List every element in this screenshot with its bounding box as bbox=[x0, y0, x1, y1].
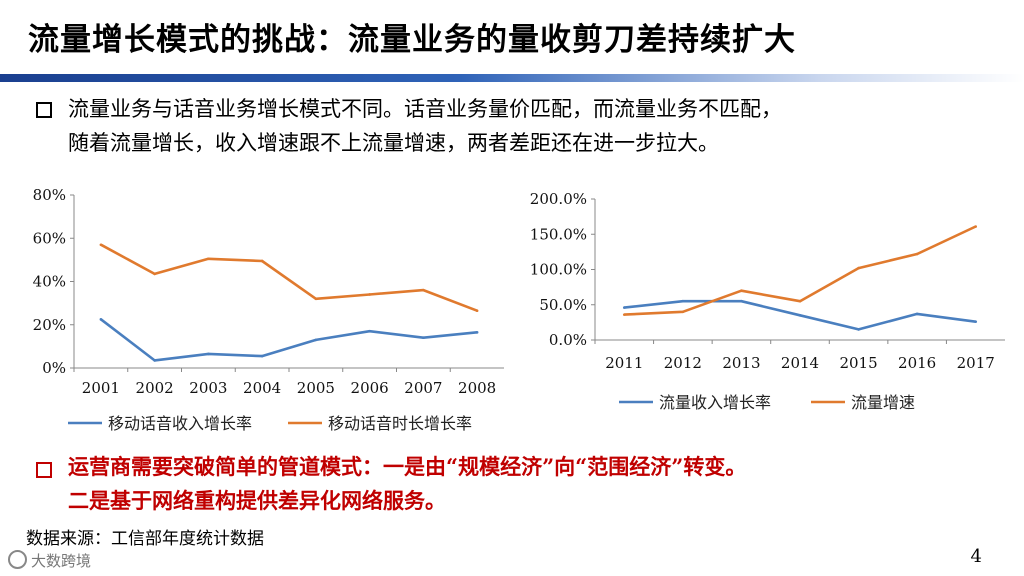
logo-icon bbox=[8, 550, 27, 569]
y-tick-label: 40% bbox=[33, 273, 66, 291]
data-point bbox=[314, 297, 318, 301]
data-point bbox=[260, 354, 264, 358]
data-point bbox=[99, 243, 103, 247]
data-point bbox=[857, 328, 860, 331]
data-point bbox=[314, 338, 318, 342]
data-point bbox=[368, 293, 371, 296]
data-point bbox=[422, 336, 425, 340]
page-title: 流量增长模式的挑战：流量业务的量收剪刀差持续扩大 bbox=[28, 22, 796, 58]
x-tick-label: 2016 bbox=[898, 354, 936, 372]
conclusion-line-1: 运营商需要突破简单的管道模式：一是由“规模经济”向“范围经济”转变。 bbox=[68, 454, 747, 479]
x-tick-label: 2011 bbox=[605, 354, 643, 372]
series-line-2 bbox=[100, 243, 478, 312]
x-tick-label: 2015 bbox=[839, 354, 877, 372]
data-point bbox=[681, 299, 685, 303]
logo-text: 大数跨境 bbox=[31, 552, 92, 570]
intro-line-2: 随着流量增长，收入增速跟不上流量增速，两者差距还在进一步拉大。 bbox=[68, 131, 719, 155]
voice-growth-chart: 0% 20% 40% 60% 80% 2001 2002 2003 2004 2005 2006 20… bbox=[33, 186, 504, 433]
data-point bbox=[153, 272, 156, 276]
data-point bbox=[974, 225, 978, 228]
data-point bbox=[368, 329, 371, 333]
logo: 大数跨境 bbox=[8, 550, 91, 571]
page-number: 4 bbox=[970, 546, 982, 567]
x-tick-label: 2013 bbox=[722, 354, 760, 372]
intro-line-1: 流量业务与话音业务增长模式不同。话音业务量价匹配，而流量业务不匹配， bbox=[68, 97, 782, 121]
data-source-note: 数据来源：工信部年度统计数据 bbox=[26, 529, 264, 549]
data-point bbox=[153, 359, 156, 362]
data-point bbox=[681, 310, 685, 314]
x-tick-label: 2008 bbox=[458, 379, 496, 397]
data-point bbox=[207, 352, 210, 356]
y-tick-label: 100.0% bbox=[530, 261, 587, 279]
legend-label: 移动话音时长增长率 bbox=[328, 414, 472, 433]
bullet-square-icon bbox=[36, 462, 52, 478]
conclusion-line-2: 二是基于网络重构提供差异化网络服务。 bbox=[68, 488, 446, 513]
title-underline bbox=[0, 74, 1024, 82]
data-point bbox=[622, 313, 626, 316]
x-tick-label: 2014 bbox=[781, 354, 819, 372]
data-point bbox=[207, 257, 210, 261]
y-tick-label: 0.0% bbox=[549, 331, 587, 349]
data-point bbox=[857, 266, 860, 270]
data-point bbox=[475, 309, 479, 312]
data-point bbox=[740, 299, 743, 303]
y-tick-label: 150.0% bbox=[530, 225, 587, 243]
y-tick-label: 0% bbox=[42, 359, 66, 377]
data-point bbox=[475, 331, 479, 334]
data-point bbox=[915, 252, 919, 256]
x-tick-label: 2004 bbox=[243, 379, 281, 397]
bullet-square-icon bbox=[36, 102, 52, 118]
data-traffic-chart: 0.0% 50.0% 100.0% 150.0% 200.0% 2011 2012 2013 2… bbox=[530, 190, 1005, 412]
data-point bbox=[622, 306, 626, 309]
legend-label: 流量增速 bbox=[851, 393, 915, 412]
x-tick-label: 2005 bbox=[297, 379, 335, 397]
y-tick-label: 20% bbox=[33, 316, 66, 334]
y-tick-label: 200.0% bbox=[530, 190, 587, 208]
x-tick-label: 2002 bbox=[136, 379, 174, 397]
data-point bbox=[740, 289, 743, 292]
legend-label: 流量收入增长率 bbox=[659, 393, 771, 412]
x-tick-label: 2007 bbox=[404, 379, 442, 397]
data-point bbox=[260, 259, 264, 263]
data-point bbox=[915, 312, 919, 316]
y-tick-label: 80% bbox=[33, 186, 66, 204]
y-tick-label: 60% bbox=[33, 229, 66, 247]
x-tick-label: 2017 bbox=[957, 354, 995, 372]
data-point bbox=[974, 320, 978, 323]
data-point bbox=[798, 299, 802, 303]
series-line-1 bbox=[100, 318, 478, 362]
x-tick-label: 2012 bbox=[664, 354, 702, 372]
legend-label: 移动话音收入增长率 bbox=[108, 414, 252, 433]
data-point bbox=[798, 314, 802, 317]
x-tick-label: 2006 bbox=[351, 379, 389, 397]
data-point bbox=[422, 288, 425, 292]
x-tick-label: 2001 bbox=[82, 379, 120, 397]
data-point bbox=[99, 318, 103, 321]
y-tick-label: 50.0% bbox=[539, 296, 587, 314]
x-tick-label: 2003 bbox=[189, 379, 227, 397]
